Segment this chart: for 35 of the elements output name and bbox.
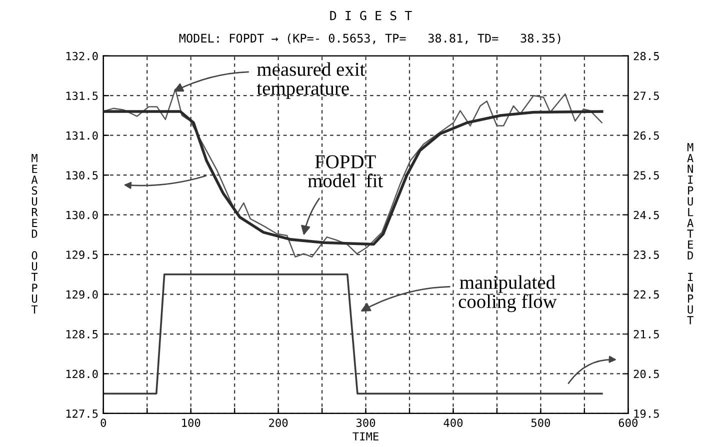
- x-tick-label: 400: [444, 418, 463, 427]
- y2-tick-label: 20.5: [634, 370, 659, 378]
- x-tick-label: 100: [182, 418, 200, 427]
- y2-tick-label: 22.5: [634, 290, 659, 299]
- y2-tick-label: 21.5: [634, 330, 659, 338]
- chart-title: D I G E S T: [330, 10, 412, 20]
- y2-tick-label: 23.5: [634, 250, 659, 259]
- y-tick-label: 132.0: [66, 52, 98, 60]
- annotation: manipulated cooling flow: [458, 275, 557, 312]
- y-tick-label: 128.5: [66, 330, 98, 338]
- y-tick-label: 127.5: [66, 409, 98, 418]
- text: MEASURED OUTPUT: [31, 154, 38, 314]
- y2-tick-label: 27.5: [634, 92, 659, 100]
- y-tick-label: 129.0: [66, 290, 98, 299]
- text: MANIPULATED INPUT: [687, 143, 694, 324]
- y-tick-label: 128.0: [66, 370, 98, 378]
- x-tick-label: 200: [269, 418, 288, 427]
- y2-tick-label: 19.5: [634, 409, 659, 418]
- x-tick-label: 300: [356, 418, 376, 427]
- y-tick-label: 131.0: [66, 131, 98, 140]
- y-tick-label: 129.5: [66, 250, 98, 259]
- annotation: measured exit temperature: [256, 62, 366, 99]
- chart-subtitle: MODEL: FOPDT → (KP=- 0.5653, TP= 38.81, TD= 38.35): [179, 34, 560, 44]
- x-tick-label: 500: [531, 418, 550, 427]
- y-tick-label: 131.5: [66, 92, 98, 100]
- y2-tick-label: 24.5: [634, 210, 659, 220]
- y-tick-label: 130.0: [66, 210, 98, 220]
- x-tick-label: 600: [618, 418, 638, 427]
- x-axis-title: TIME: [352, 432, 378, 440]
- annotation: FOPDT model fit: [308, 155, 384, 188]
- x-tick-label: 0: [100, 418, 106, 427]
- y-tick-label: 130.5: [66, 171, 98, 180]
- y2-tick-label: 25.5: [634, 171, 659, 180]
- y2-tick-label: 26.5: [634, 131, 659, 140]
- y2-tick-label: 28.5: [634, 52, 659, 60]
